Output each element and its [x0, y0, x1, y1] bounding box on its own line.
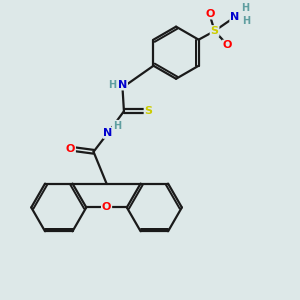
- Text: O: O: [223, 40, 232, 50]
- Text: N: N: [230, 11, 239, 22]
- Text: S: S: [211, 26, 219, 36]
- Text: O: O: [206, 9, 215, 19]
- Text: N: N: [103, 128, 112, 138]
- Text: H: H: [242, 16, 250, 26]
- Text: S: S: [145, 106, 153, 116]
- Text: H: H: [242, 3, 250, 13]
- Text: O: O: [102, 202, 111, 212]
- Text: H: H: [112, 121, 121, 131]
- Text: N: N: [118, 80, 127, 90]
- Text: O: O: [66, 144, 75, 154]
- Text: H: H: [108, 80, 116, 90]
